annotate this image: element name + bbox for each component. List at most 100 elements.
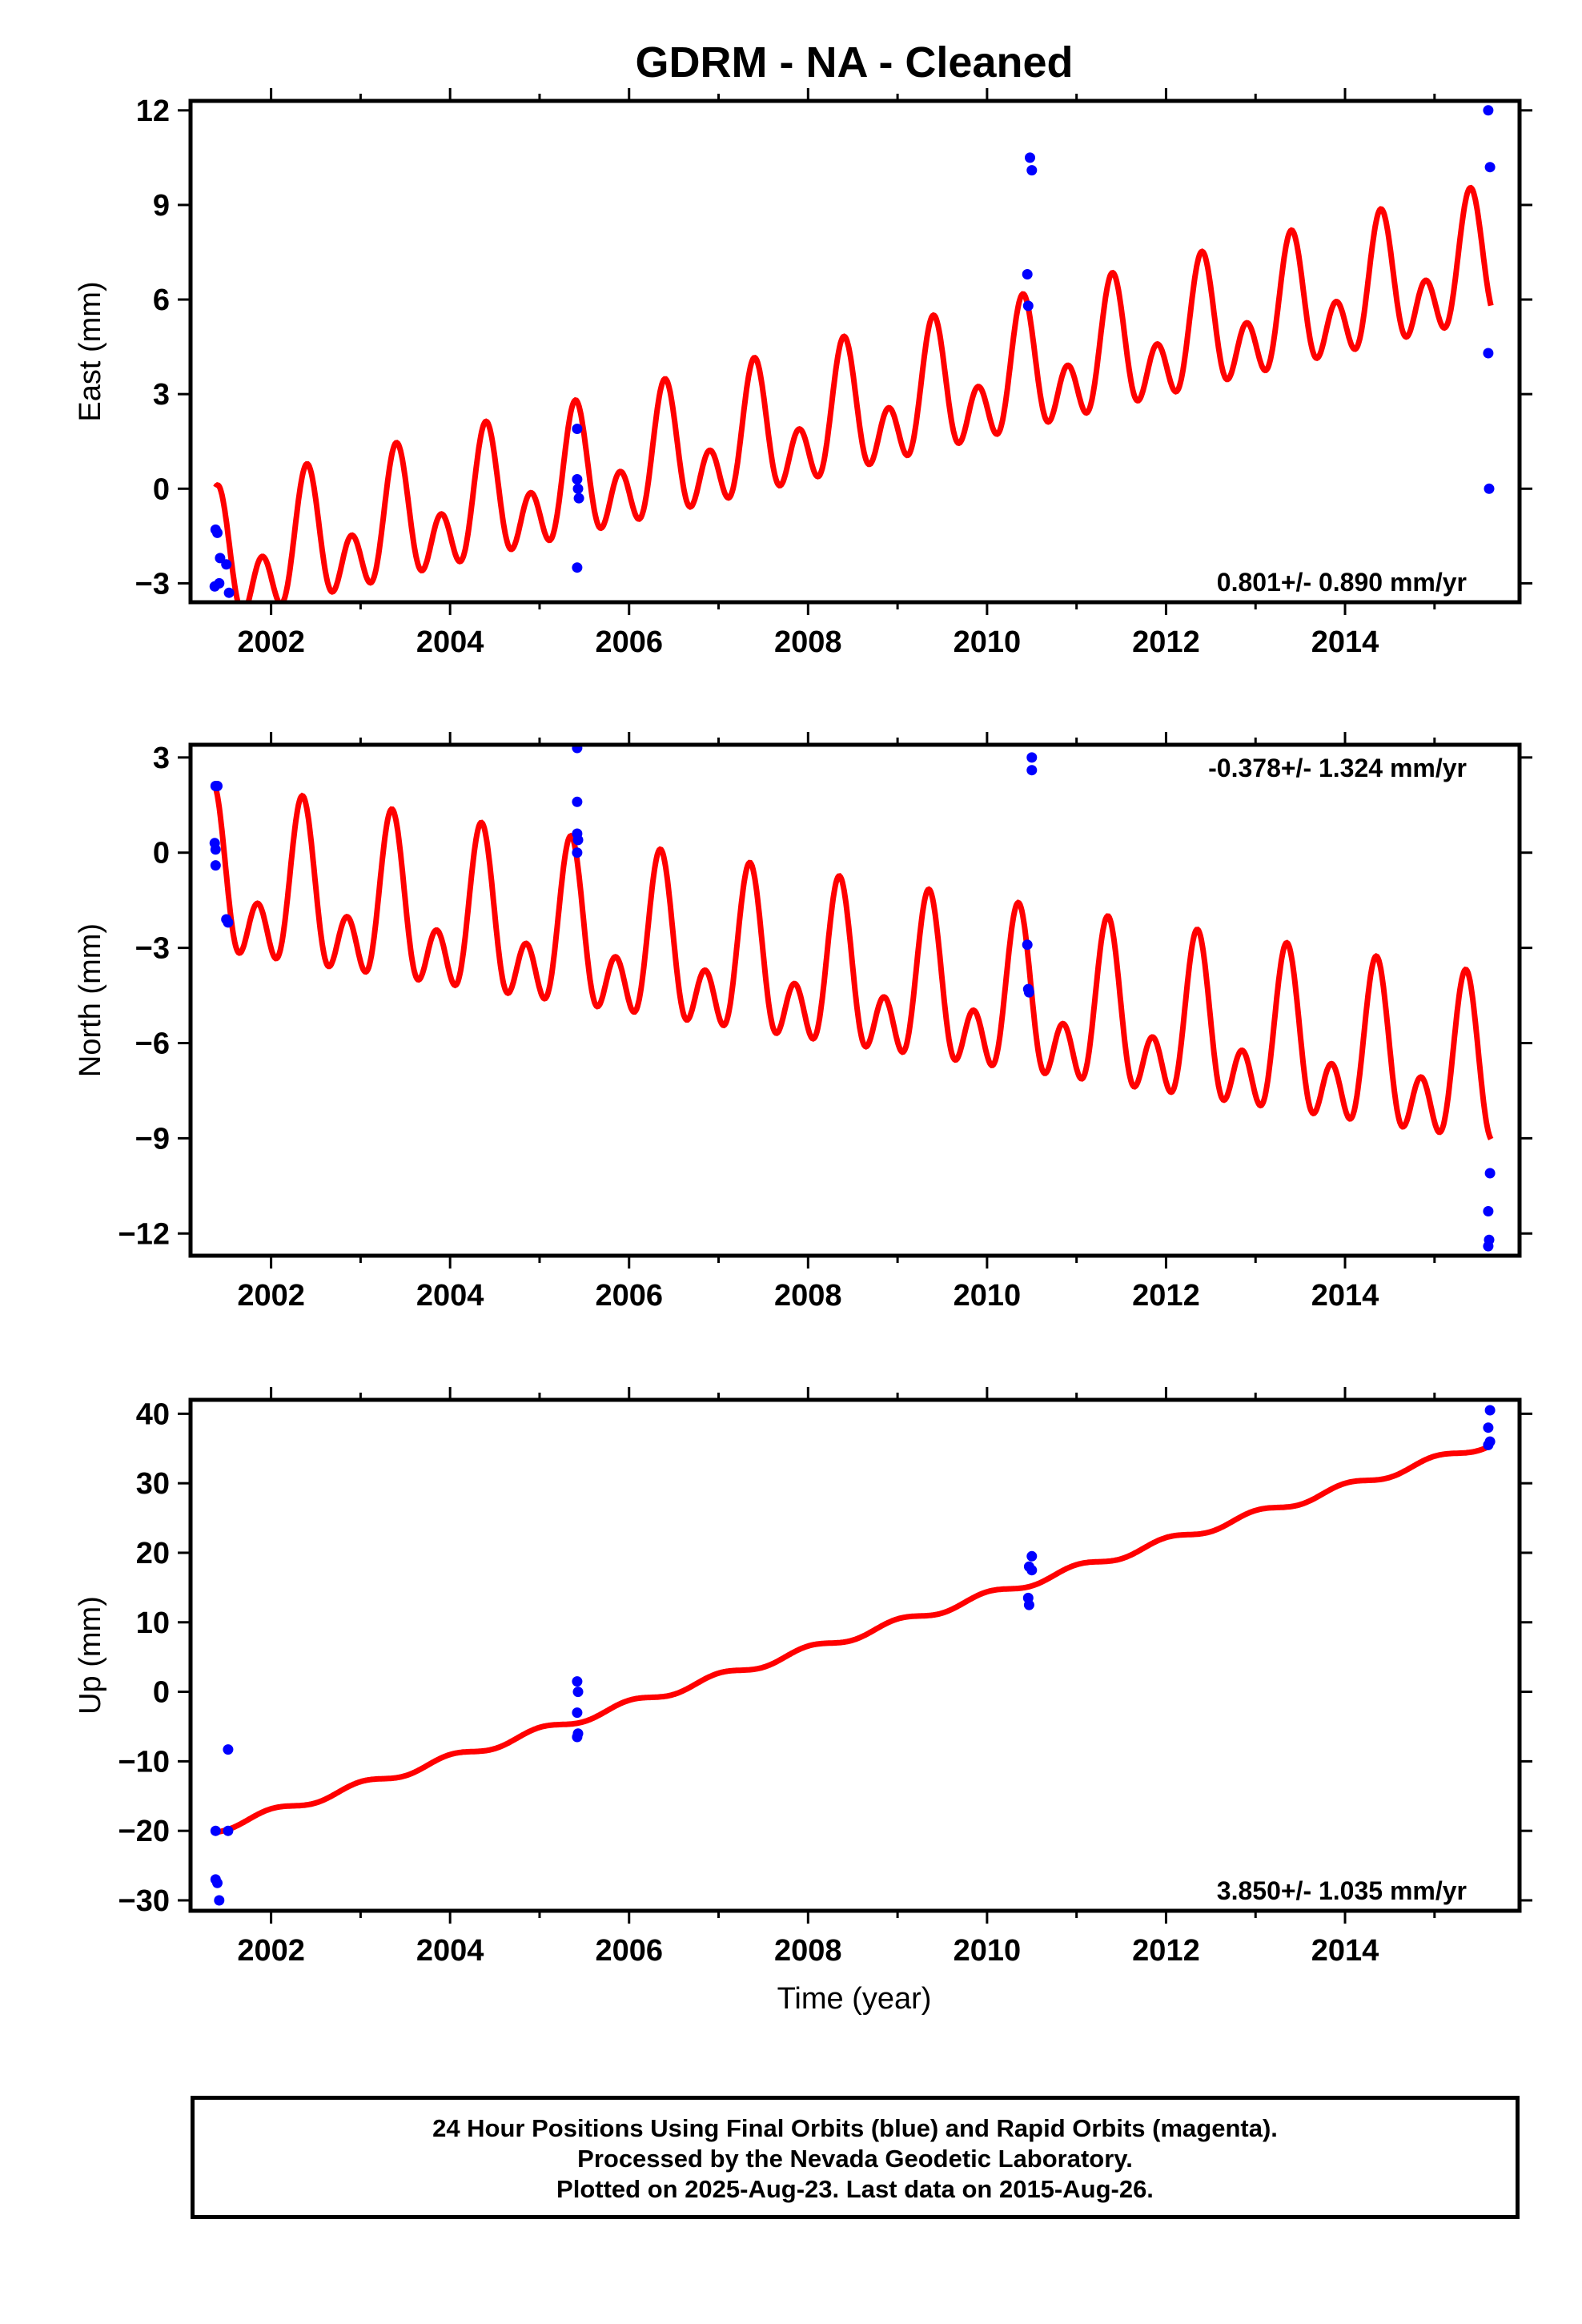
east-data-point [1483,348,1494,359]
north-data-point [1026,752,1038,763]
up-panel: 2002 2004 2006 2008 2010 2012 2014403020100−10… [74,1387,1532,1968]
east-data-point [573,493,584,504]
east-x-tick-label: 2002 [237,625,305,659]
east-y-tick-label: 9 [153,189,170,223]
north-data-point [1022,939,1033,951]
east-data-point [223,587,235,598]
east-y-tick-label: 3 [153,378,170,412]
north-y-tick-label: −6 [135,1027,170,1060]
east-y-tick-label: 12 [136,94,170,128]
north-data-point [1023,987,1034,998]
north-data-point [572,796,583,807]
up-data-point [1023,1599,1034,1610]
up-data-point [572,1731,583,1743]
north-data-point [1483,1240,1494,1252]
north-data-point [223,917,234,928]
east-rate-annotation: 0.801+/- 0.890 mm/yr [1217,568,1467,597]
x-axis-label: Time (year) [777,1982,932,2016]
north-y-axis-label: North (mm) [74,923,107,1077]
north-y-tick-label: −3 [135,932,170,966]
east-frame [188,99,1522,605]
north-frame [188,742,1522,1258]
north-data-point [212,781,223,791]
east-data-point [1022,300,1034,312]
up-data-point [1026,1550,1038,1562]
north-x-tick-label: 2002 [237,1279,305,1313]
east-y-tick-label: 0 [153,472,170,506]
up-data-point [212,1877,223,1888]
east-x-tick-label: 2010 [954,625,1022,659]
footer-line-2: Processed by the Nevada Geodetic Laborat… [577,2145,1133,2173]
up-data-point [1483,1439,1494,1450]
north-model-fit-line [212,786,1494,1140]
up-data-point [572,1707,583,1719]
east-data-point [572,483,584,494]
up-y-tick-label: −20 [118,1815,170,1848]
up-data-point [223,1825,234,1836]
up-data-point [1483,1422,1494,1433]
east-data-point [1026,165,1038,176]
east-data-point [215,553,226,564]
up-y-tick-label: −30 [118,1884,170,1918]
east-data-point [1484,483,1495,494]
up-x-tick-label: 2012 [1132,1934,1200,1968]
north-panel: 2002 2004 2006 2008 2010 2012 2014 3 0 −3 −6 −9 −12 N… [74,732,1532,1313]
footer-line-1: 24 Hour Positions Using Final Orbits (bl… [432,2114,1278,2142]
east-x-tick-label: 2012 [1132,625,1200,659]
east-data-point [572,424,583,434]
up-y-tick-label: 0 [153,1676,170,1710]
east-y-tick-label: −3 [135,567,170,601]
up-x-tick-label: 2008 [774,1934,842,1968]
east-data-point [212,527,223,538]
north-data-point [210,860,221,871]
up-y-tick-label: 10 [136,1606,170,1640]
up-y-tick-label: −10 [118,1745,170,1779]
east-y-axis-label: East (mm) [74,281,107,421]
footer-line-3: Plotted on 2025-Aug-23. Last data on 201… [556,2175,1154,2203]
north-data-point [572,847,583,858]
up-rate-annotation: 3.850+/- 1.035 mm/yr [1217,1876,1467,1905]
up-data-point [223,1744,234,1755]
east-x-tick-label: 2014 [1311,625,1379,659]
east-data-point [572,562,583,573]
north-rate-annotation: -0.378+/- 1.324 mm/yr [1208,754,1467,782]
east-panel: 2002 2004 2006 2008 2010 2012 2014 12 9 6 3 0 −3 East… [74,88,1532,659]
up-data-point [572,1676,583,1687]
up-data-point [210,1825,221,1836]
north-data-point [1484,1168,1496,1179]
north-x-tick-label: 2004 [416,1279,484,1313]
east-data-point [1022,269,1033,279]
north-data-point [1483,1206,1494,1216]
east-data-point [1484,162,1496,173]
up-y-tick-label: 40 [136,1397,170,1431]
up-y-axis-label: Up (mm) [74,1596,107,1715]
up-y-tick-label: 30 [136,1467,170,1501]
up-data-point [572,1687,584,1698]
east-model-fit-line [213,184,1494,602]
east-data-point [1483,105,1494,116]
north-x-tick-label: 2008 [774,1279,842,1313]
up-x-tick-label: 2014 [1311,1934,1379,1968]
up-data-point [214,1895,225,1906]
north-x-tick-label: 2012 [1132,1279,1200,1313]
north-y-tick-label: 3 [153,742,170,775]
chart-title: GDRM - NA - Cleaned [635,38,1073,86]
east-data-point [214,577,225,589]
up-data-point [1026,1565,1038,1576]
east-data-point [572,474,583,485]
up-data-point [1484,1405,1496,1416]
east-x-tick-label: 2006 [595,625,663,659]
up-x-tick-label: 2004 [416,1934,484,1968]
up-frame [188,1397,1522,1913]
east-y-tick-label: 6 [153,283,170,317]
up-x-tick-label: 2002 [237,1934,305,1968]
north-data-point [210,844,221,855]
north-y-tick-label: −12 [118,1217,170,1251]
up-x-tick-label: 2010 [954,1934,1022,1968]
north-data-point [572,834,584,846]
east-x-tick-label: 2004 [416,625,484,659]
east-x-tick-label: 2008 [774,625,842,659]
north-x-tick-label: 2006 [595,1279,663,1313]
up-y-tick-label: 20 [136,1537,170,1570]
up-x-tick-label: 2006 [595,1934,663,1968]
